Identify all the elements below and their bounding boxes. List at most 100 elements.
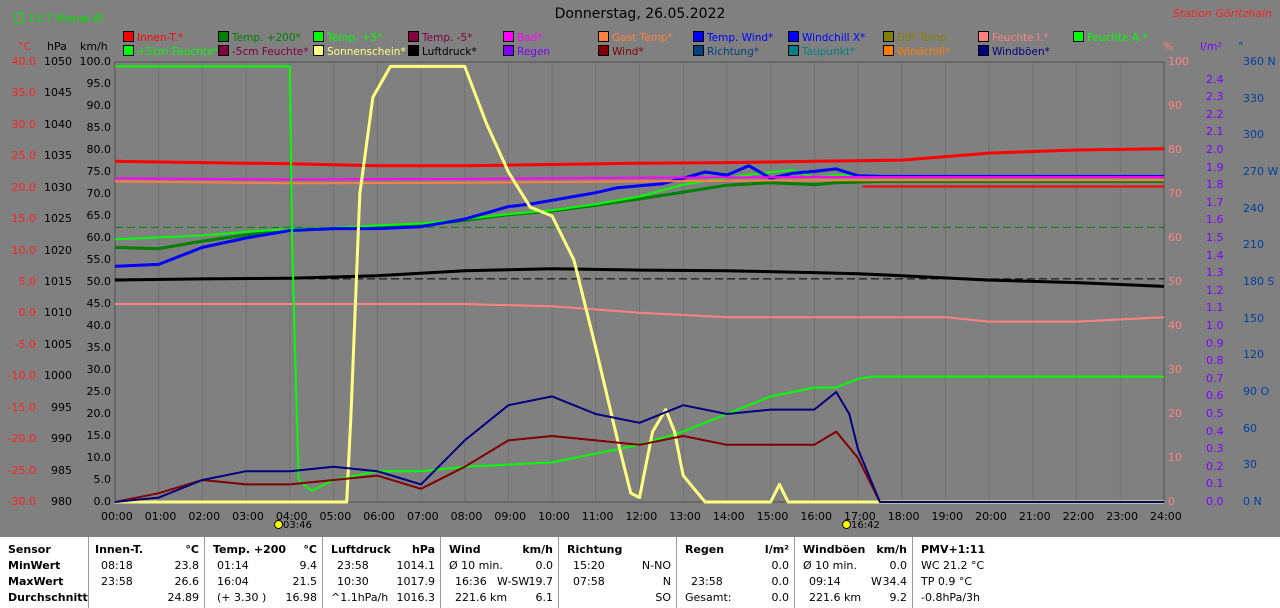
kmh-tick: 80.0: [86, 143, 112, 156]
legend-item[interactable]: +5cm Feuchte*: [123, 45, 219, 58]
legend-swatch: [1073, 31, 1084, 42]
sensor-header: Sensor: [8, 543, 51, 556]
legend-item[interactable]: Sonnenschein*: [313, 45, 406, 58]
hpa-axis-unit: hPa: [47, 40, 67, 53]
legend-label: Bad*: [517, 32, 543, 44]
rain-tick: 2.1: [1206, 125, 1224, 139]
legend-item[interactable]: Wind*: [598, 45, 644, 58]
degree-tick: 270 W: [1243, 165, 1279, 178]
legend-item[interactable]: Temp. -5*: [408, 31, 472, 44]
wind-mean-value: 6.1: [535, 591, 554, 604]
series-line: [114, 179, 1164, 185]
x-tick: 16:00: [800, 510, 833, 523]
legend-swatch: [978, 31, 989, 42]
sunrise-marker: 03:46: [274, 520, 312, 531]
rain-tick: 1.5: [1206, 231, 1224, 244]
rain-tick: 1.9: [1206, 160, 1224, 174]
legend-item[interactable]: Diff Temp.: [883, 31, 950, 44]
legend-swatch: [408, 45, 419, 56]
rain-tick: 2.4: [1206, 72, 1224, 86]
legend-label: Feuchte I.*: [992, 32, 1049, 44]
series-line: [115, 64, 1164, 504]
legend-item[interactable]: Temp. Wind*: [693, 31, 773, 44]
legend-item[interactable]: Temp. +200*: [218, 31, 301, 44]
hpa-tick: 1025: [44, 212, 72, 226]
percent-tick: 70: [1168, 187, 1182, 200]
rain-tick: 2.3: [1206, 90, 1224, 104]
legend-label: +5cm Feuchte*: [137, 46, 219, 58]
celsius-tick: -15.0: [7, 400, 36, 414]
pressure-avg-value: 1016.3: [396, 591, 436, 604]
rain-header: Regen: [685, 543, 725, 556]
kmh-tick: 20.0: [86, 407, 112, 420]
kmh-tick: 70.0: [86, 187, 112, 200]
legend-swatch: [788, 31, 799, 42]
rain-tick: 0.0: [1206, 495, 1224, 508]
x-tick: 05:00: [319, 510, 352, 523]
rain-tick: 1.8: [1206, 178, 1224, 192]
rain-tick: 2.2: [1206, 107, 1224, 121]
wind-max-time: 16:36: [455, 575, 487, 588]
legend-item[interactable]: Windchill*: [883, 45, 950, 58]
rain-axis-unit: l/m²: [1200, 40, 1222, 53]
stats-pmv-column: PMV+1:11 WC 21.2 °C TP 0.9 °C -0.8hPa/3h: [912, 537, 1280, 608]
kmh-tick: 35.0: [86, 341, 112, 354]
legend-item[interactable]: Windchill X*: [788, 31, 865, 44]
wind-header: Wind: [449, 543, 481, 556]
innen-unit: °C: [185, 543, 199, 556]
legend-item[interactable]: Innen-T.*: [123, 31, 183, 44]
legend-item[interactable]: Gast Temp*: [598, 31, 673, 44]
percent-tick: 60: [1168, 231, 1182, 244]
legend-item[interactable]: Temp. +5*: [313, 31, 382, 44]
station-name: Station Göritzhain: [1172, 7, 1272, 20]
stats-sensor-column: Sensor MinWert MaxWert Durchschnitt: [0, 537, 88, 608]
legend-item[interactable]: Windböen*: [978, 45, 1050, 58]
legend-label: -5cm Feuchte*: [232, 46, 309, 58]
innen-avg-value: 24.89: [167, 591, 200, 604]
legend-item[interactable]: -5cm Feuchte*: [218, 45, 309, 58]
legend-item[interactable]: Feuchte I.*: [978, 31, 1049, 44]
checkbox-icon: [14, 13, 24, 23]
celsius-tick: 25.0: [11, 149, 37, 163]
stats-pressure-column: Luftdruck hPa 23:58 1014.1 10:30 1017.9 …: [322, 537, 441, 608]
legend-label: Gast Temp*: [612, 32, 673, 44]
gust-run: 221.6 km: [809, 591, 862, 604]
series-line: [114, 267, 1165, 288]
degree-tick: 30: [1243, 458, 1257, 472]
rain-tick: 0.8: [1206, 354, 1224, 368]
x-tick: 20:00: [975, 510, 1007, 523]
degree-tick: 180 S: [1243, 275, 1275, 288]
rain-tick: 0.4: [1206, 424, 1224, 438]
legend-item[interactable]: Regen: [503, 45, 550, 58]
pressure-max-value: 1017.9: [396, 575, 436, 588]
gust-avg-label: Ø 10 min.: [803, 559, 857, 572]
rain-tick: 1.1: [1206, 301, 1224, 315]
innen-min-value: 23.8: [174, 559, 200, 572]
legend-item[interactable]: Bad*: [503, 31, 543, 44]
wind-max-value: 19.7: [528, 575, 554, 588]
degree-tick: 240: [1243, 201, 1264, 215]
x-tick: 02:00: [188, 510, 221, 523]
rain-min-value: 0.0: [771, 559, 790, 572]
sunset-icon: [842, 520, 851, 529]
legend-item[interactable]: Richtung*: [693, 45, 759, 58]
hpa-tick: 990: [51, 432, 72, 446]
series-line: [114, 430, 1164, 503]
percent-tick: 30: [1168, 363, 1182, 376]
pressure-unit: hPa: [411, 543, 435, 556]
legend-swatch: [218, 31, 229, 42]
wind-unit: km/h: [522, 543, 553, 556]
legend-item[interactable]: Taupunkt*: [788, 45, 855, 58]
legend-swatch: [883, 31, 894, 42]
series-line: [114, 176, 1164, 181]
rain-tick: 0.5: [1206, 407, 1224, 420]
wind-max-direction: W-SW: [497, 575, 530, 588]
legend-item[interactable]: Feuchte A.*: [1073, 31, 1148, 44]
pmv-dewpoint: TP 0.9 °C: [921, 575, 973, 588]
kmh-tick: 5.0: [93, 473, 112, 486]
legend-item[interactable]: Luftdruck*: [408, 45, 477, 58]
hpa-tick: 1040: [44, 117, 72, 131]
x-tick: 24:00: [1150, 510, 1182, 523]
celsius-tick: -10.0: [7, 369, 36, 383]
direction-min-time: 15:20: [573, 559, 605, 572]
